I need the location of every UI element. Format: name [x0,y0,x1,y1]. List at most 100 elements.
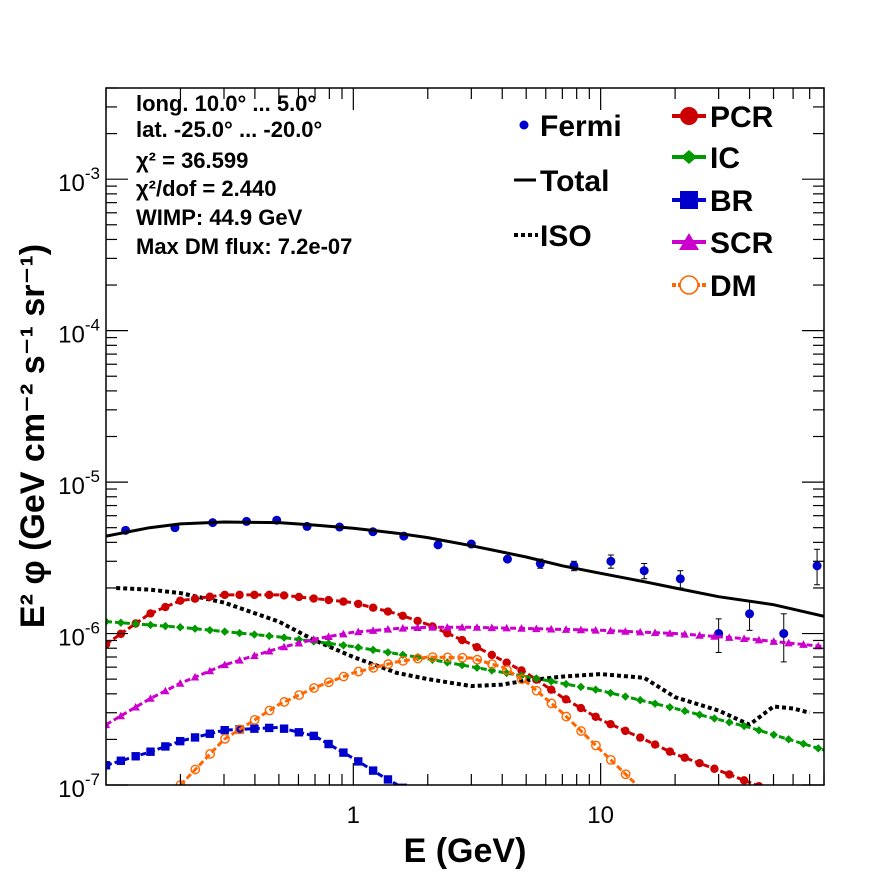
series-marker [427,652,438,663]
series-marker [339,748,348,757]
series-marker [754,635,764,644]
legend-item-total: Total [514,165,609,198]
series-marker [161,602,170,612]
series-marker [784,638,793,647]
series-marker [621,726,630,736]
series-marker [368,662,379,673]
series-line-dm [179,655,638,785]
y-tick-label: 10-4 [58,316,100,349]
series-marker [220,725,229,735]
annotation-line: long. 10.0° ... 5.0° [136,91,316,116]
series-marker [457,660,467,670]
series-marker [294,728,304,737]
legend-item-fermi: Fermi [519,110,622,143]
series-marker [161,686,170,695]
series-marker [769,637,778,645]
series-marker [576,703,586,713]
series-marker [131,702,140,711]
series-marker [457,652,468,663]
series-marker [546,677,556,686]
series-marker [249,715,260,725]
series-br [106,723,407,785]
series-marker [487,650,497,660]
series-marker [354,627,363,636]
series-marker [606,688,615,698]
series-marker [309,594,318,603]
series-marker [146,747,155,756]
series-marker [472,663,482,672]
series-marker [680,630,689,638]
series-marker [265,631,274,641]
series-marker [383,775,393,784]
series-marker [190,764,201,775]
series-marker [784,735,793,744]
series-marker [161,621,170,631]
legend-label: Total [540,165,609,198]
series-marker [106,720,111,729]
fermi-point [779,629,789,639]
series-marker [264,705,275,716]
legend: Fermi Total ISO PCR IC BR SCR DM [514,101,774,303]
series-marker [531,685,542,696]
series-marker [279,642,289,651]
series-marker [725,770,734,779]
series-iso [116,586,811,728]
series-marker [576,682,586,692]
series-pcr [106,590,763,785]
y-tick-label: 10-3 [58,164,100,197]
series-marker [279,633,289,642]
series-marker [250,630,259,639]
series-marker [814,641,823,650]
series-marker [250,590,259,600]
series-marker [353,666,364,677]
annotation-block: long. 10.0° ... 5.0°lat. -25.0° ... -20.… [136,91,352,259]
series-marker [561,679,571,689]
series-marker [725,633,734,641]
series-marker [517,624,526,632]
y-tick-label: 10-6 [58,619,100,652]
series-marker [502,623,511,632]
series-marker [620,769,631,780]
series-layer [106,515,824,785]
series-marker [457,623,467,631]
series-marker [116,618,126,627]
legend-swatch-marker [679,275,699,295]
series-marker [636,627,645,636]
series-marker [309,683,319,693]
series-marker [190,624,200,633]
series-total [106,520,824,618]
series-marker [383,607,393,616]
series-marker [398,624,407,632]
series-marker [116,756,126,765]
series-marker [665,703,675,712]
legend-swatch-marker [680,107,698,125]
legend-item-ic: IC [672,142,740,175]
series-marker [413,616,422,626]
series-marker [324,632,333,640]
series-marker [354,599,363,609]
legend-swatch-marker [680,191,698,209]
series-marker [621,692,630,701]
series-marker [516,674,527,685]
series-marker [695,631,704,639]
series-marker [591,626,600,634]
series-marker [146,609,155,618]
series-marker [665,747,675,756]
series-marker [680,706,689,716]
series-marker [710,632,719,640]
legend-item-dm: DM [672,270,757,303]
series-marker [368,626,378,634]
series-marker [561,625,571,633]
legend-swatch-marker [679,233,699,250]
legend-label: ISO [540,220,592,253]
series-marker [428,623,437,631]
fermi-point [502,554,512,564]
series-marker [605,754,616,765]
series-marker [739,776,749,785]
series-marker [398,656,408,666]
x-tick-label: 10 [587,802,614,829]
series-marker [339,641,348,650]
series-marker [205,625,215,635]
series-marker [205,749,216,759]
